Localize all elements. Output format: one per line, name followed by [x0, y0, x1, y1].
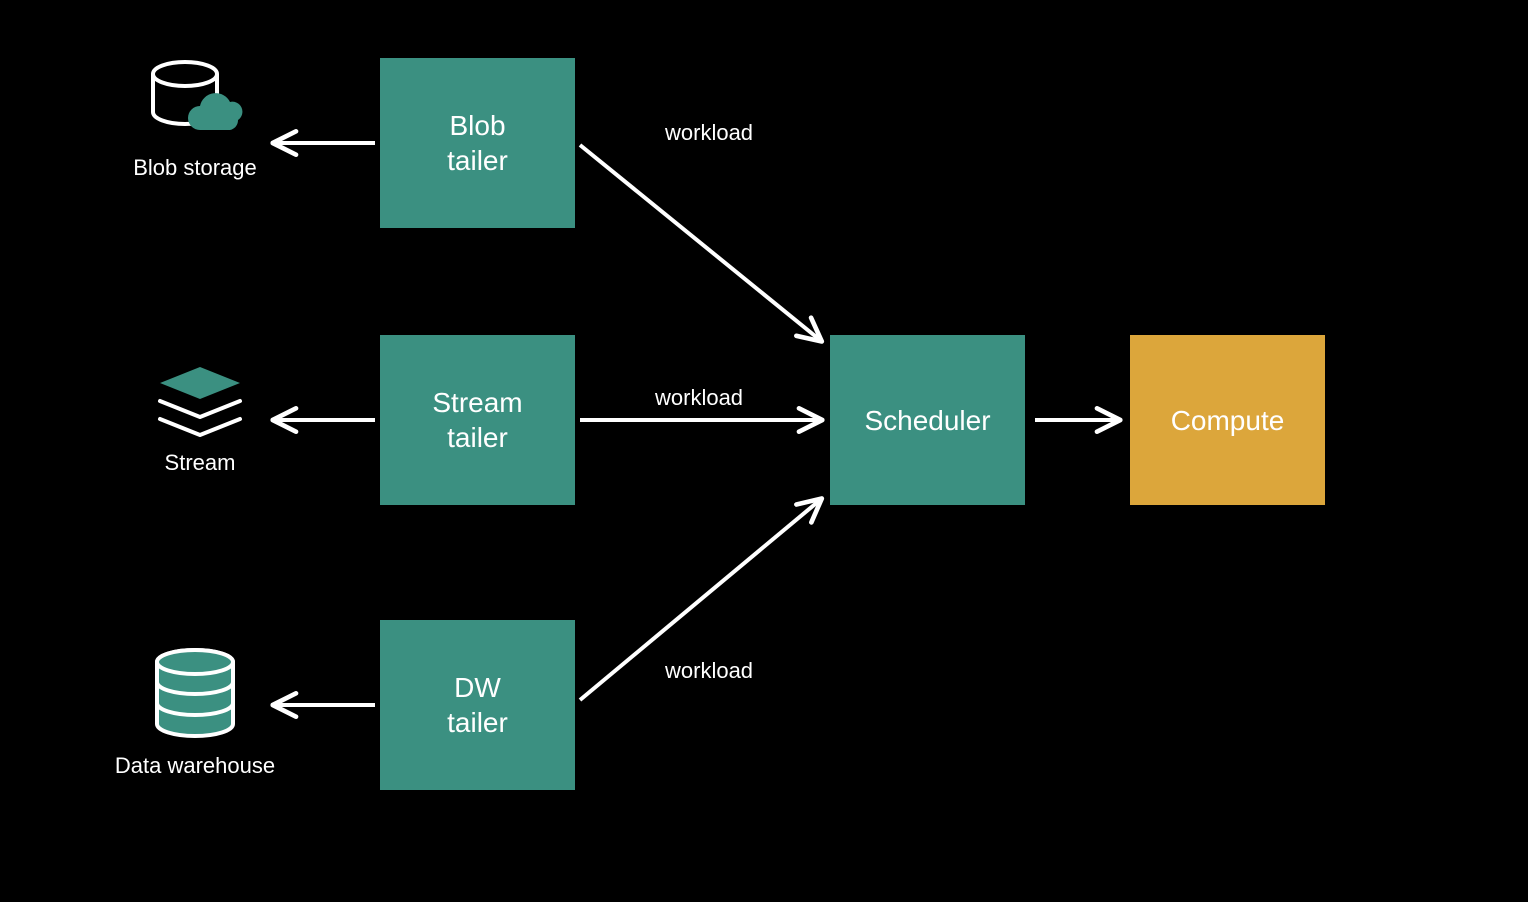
node-label: tailer [447, 707, 508, 738]
db-filled-icon [145, 648, 245, 743]
source-data-warehouse: Data warehouse [100, 648, 290, 779]
edge-blob-to-sched [580, 145, 820, 340]
node-compute: Compute [1130, 335, 1325, 505]
source-label: Data warehouse [115, 753, 275, 779]
node-label: Blob [449, 110, 505, 141]
edge-label-workload: workload [665, 658, 753, 684]
node-label: Stream [432, 387, 522, 418]
node-scheduler: Scheduler [830, 335, 1025, 505]
diagram-canvas: Blob tailer Stream tailer DW tailer Sche… [0, 0, 1528, 902]
node-label: DW [454, 672, 501, 703]
node-dw-tailer: DW tailer [380, 620, 575, 790]
layers-icon [155, 365, 245, 440]
node-label: Scheduler [864, 403, 990, 438]
node-label: tailer [447, 422, 508, 453]
db-cloud-icon [145, 60, 245, 145]
node-label: Compute [1171, 403, 1285, 438]
edge-label-workload: workload [665, 120, 753, 146]
node-label: tailer [447, 145, 508, 176]
source-label: Stream [165, 450, 236, 476]
node-stream-tailer: Stream tailer [380, 335, 575, 505]
edge-label-workload: workload [655, 385, 743, 411]
source-stream: Stream [130, 365, 270, 476]
source-blob-storage: Blob storage [115, 60, 275, 181]
node-blob-tailer: Blob tailer [380, 58, 575, 228]
source-label: Blob storage [133, 155, 257, 181]
